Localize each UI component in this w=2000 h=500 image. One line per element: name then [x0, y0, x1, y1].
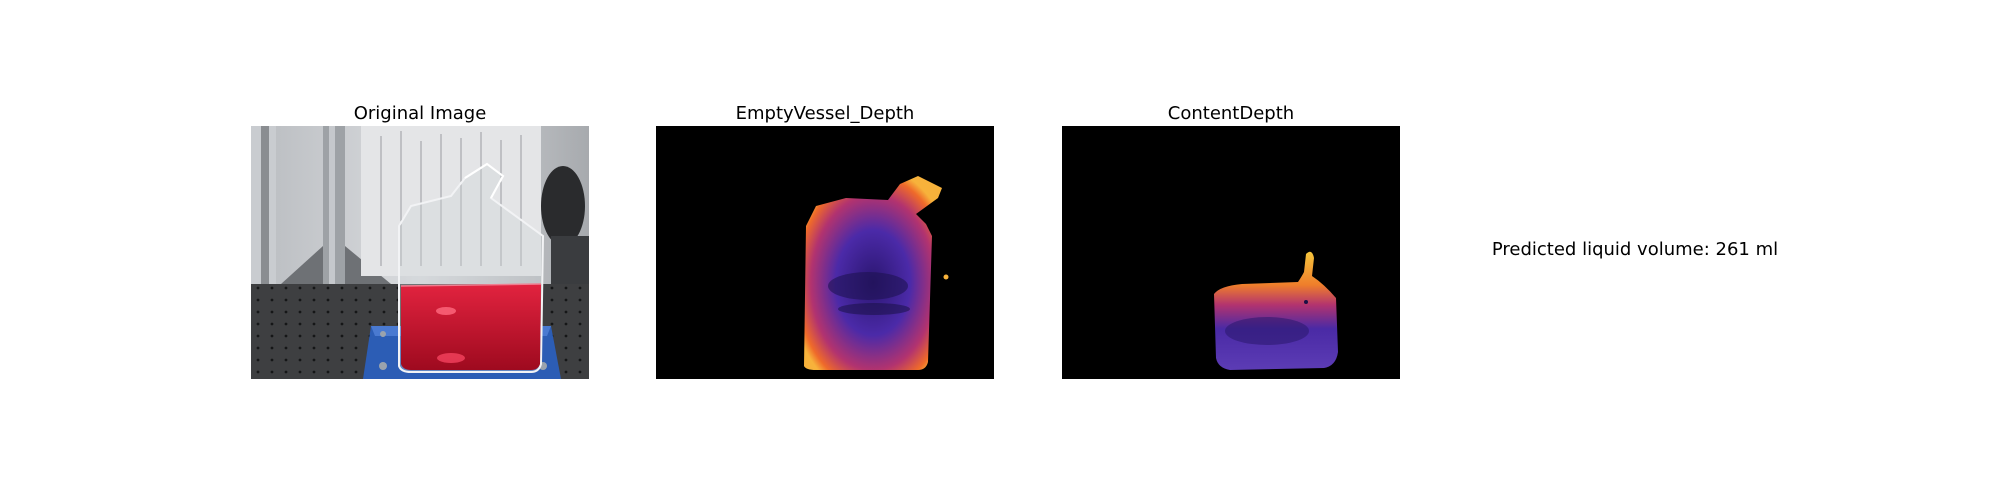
panel-title-empty-vessel: EmptyVessel_Depth	[735, 103, 915, 124]
content-depth-map	[1062, 126, 1400, 379]
panel-title-original: Original Image	[353, 103, 487, 124]
empty-vessel-depth-panel: EmptyVessel_Depth	[656, 103, 994, 379]
original-image	[251, 126, 589, 379]
predicted-volume-text: Predicted liquid volume: 261 ml	[1491, 239, 1779, 260]
empty-vessel-depth-map	[656, 126, 994, 379]
panel-title-content: ContentDepth	[1167, 103, 1295, 124]
content-depth-panel: ContentDepth	[1062, 103, 1400, 379]
original-image-panel: Original Image	[251, 103, 589, 379]
